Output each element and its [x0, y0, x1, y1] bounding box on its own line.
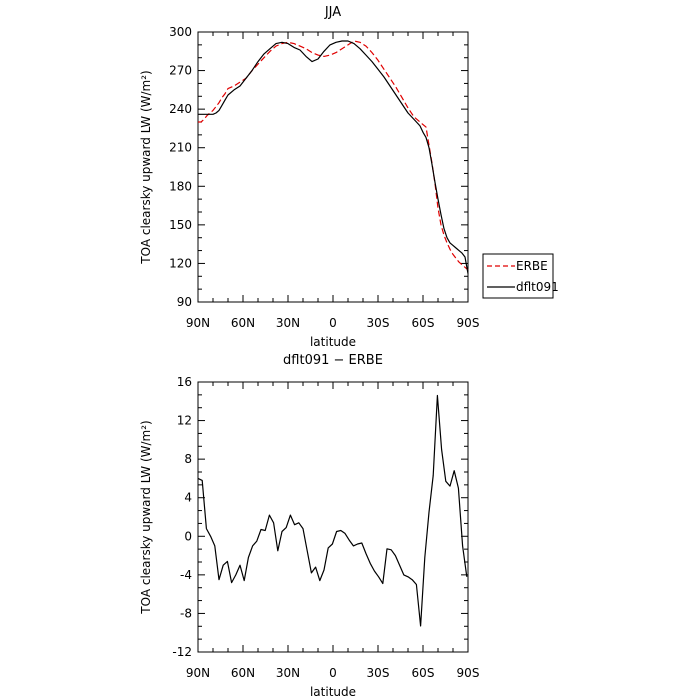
- series-line-dflt091: [198, 40, 469, 274]
- series-line-difference: [197, 394, 468, 627]
- x-tick-label: 90S: [457, 666, 480, 680]
- y-tick-label: -12: [172, 645, 192, 659]
- x-tick-label: 0: [329, 316, 337, 330]
- bottom-y-tick-labels: -12 -8 -4 0 4 8 12 16: [172, 375, 192, 659]
- y-tick-label: 120: [169, 256, 192, 270]
- y-tick-label: 16: [177, 375, 192, 389]
- top-x-axis-label: latitude: [310, 335, 356, 349]
- top-y-tick-labels: 90 120 150 180 210 240 270 300: [169, 25, 192, 309]
- top-chart-title: JJA: [324, 5, 341, 20]
- top-plot-frame: [197, 31, 469, 303]
- y-tick-label: 150: [169, 218, 192, 232]
- x-tick-label: 90N: [186, 316, 210, 330]
- top-panel: JJA 90 120 150 180 210 240 270 300 90N 60N 30N 0 30…: [139, 5, 559, 349]
- x-tick-label: 30S: [367, 666, 390, 680]
- legend-dflt091-label: dflt091: [516, 280, 559, 294]
- y-tick-label: 210: [169, 141, 192, 155]
- x-tick-label: 60N: [231, 316, 255, 330]
- legend-erbe-label: ERBE: [516, 259, 548, 273]
- x-tick-label: 90S: [457, 316, 480, 330]
- bottom-plot-frame: [197, 381, 469, 653]
- y-tick-label: 0: [184, 529, 192, 543]
- series-line-erbe: [198, 40, 469, 271]
- top-axis-ticks: [197, 31, 469, 303]
- y-tick-label: 240: [169, 102, 192, 116]
- top-y-axis-label: TOA clearsky upward LW (W/m²): [139, 70, 153, 264]
- bottom-x-axis-label: latitude: [310, 685, 356, 699]
- legend: ERBE dflt091: [482, 253, 559, 299]
- bottom-chart-title: dflt091 − ERBE: [283, 353, 383, 368]
- x-tick-label: 90N: [186, 666, 210, 680]
- bottom-panel: dflt091 − ERBE -12 -8 -4 0 4 8 12 16 90N 60N 30N 0…: [139, 353, 479, 699]
- top-x-tick-labels: 90N 60N 30N 0 30S 60S 90S: [186, 316, 480, 330]
- bottom-x-tick-labels: 90N 60N 30N 0 30S 60S 90S: [186, 666, 480, 680]
- y-tick-label: 4: [184, 491, 192, 505]
- bottom-y-axis-label: TOA clearsky upward LW (W/m²): [139, 420, 153, 614]
- x-tick-label: 30N: [276, 666, 300, 680]
- x-tick-label: 0: [329, 666, 337, 680]
- y-tick-label: 8: [184, 452, 192, 466]
- x-tick-label: 60N: [231, 666, 255, 680]
- bottom-axis-ticks: [197, 381, 469, 653]
- y-tick-label: 90: [177, 295, 192, 309]
- y-tick-label: 180: [169, 179, 192, 193]
- x-tick-label: 60S: [412, 666, 435, 680]
- y-tick-label: 300: [169, 25, 192, 39]
- y-tick-label: 270: [169, 64, 192, 78]
- top-series-lines: [198, 40, 469, 274]
- x-tick-label: 30N: [276, 316, 300, 330]
- y-tick-label: -4: [180, 568, 192, 582]
- legend-box: [482, 253, 554, 299]
- bottom-series-lines: [197, 394, 468, 627]
- y-tick-label: -8: [180, 606, 192, 620]
- x-tick-label: 60S: [412, 316, 435, 330]
- x-tick-label: 30S: [367, 316, 390, 330]
- y-tick-label: 12: [177, 414, 192, 428]
